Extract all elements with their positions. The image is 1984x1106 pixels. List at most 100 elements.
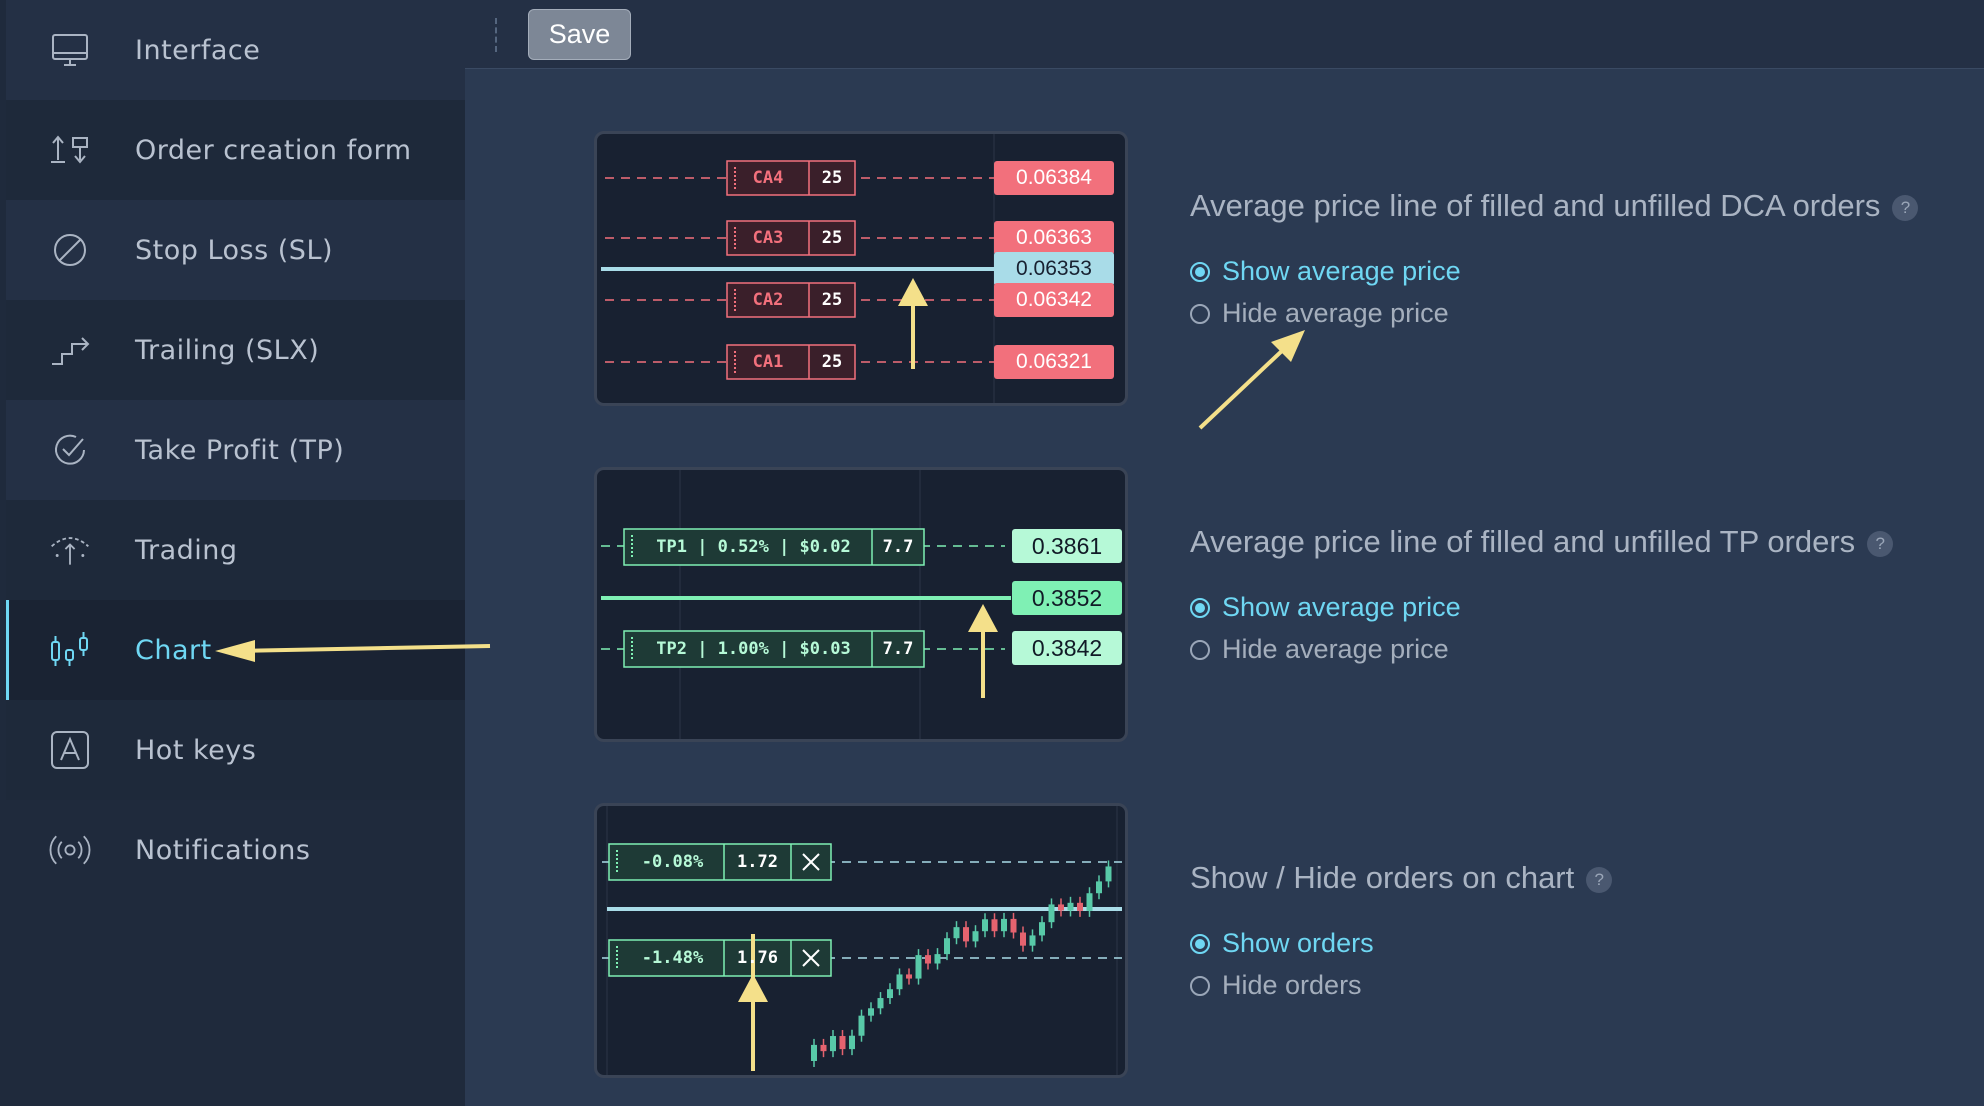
tp-avg-line-section-title: Average price line of filled and unfille…: [1190, 524, 1894, 560]
trailing-icon: [48, 328, 92, 372]
sidebar-item-stop-loss[interactable]: Stop Loss (SL): [6, 200, 465, 300]
candle-body: [1067, 902, 1074, 911]
candle-body: [1029, 935, 1036, 946]
radio-unselected-icon[interactable]: [1190, 303, 1210, 324]
candle-body: [1010, 918, 1017, 933]
cancel-order-icon[interactable]: [791, 844, 831, 880]
sidebar-item-label: Notifications: [135, 834, 311, 866]
section-title-text: Show / Hide orders on chart: [1190, 860, 1575, 895]
save-button[interactable]: Save: [528, 9, 631, 60]
dca-price-tag: 0.06342: [1016, 288, 1092, 311]
sidebar-item-take-profit[interactable]: Take Profit (TP): [6, 400, 465, 500]
dca-order-name: CA2: [752, 290, 784, 310]
tp-avg-price-tag: 0.3852: [1031, 585, 1103, 611]
candle-body: [1096, 881, 1102, 894]
sidebar-item-trading[interactable]: Trading: [6, 500, 465, 600]
candle-body: [839, 1036, 846, 1050]
section-title-text: Average price line of filled and unfille…: [1190, 524, 1856, 559]
help-icon[interactable]: ?: [1867, 530, 1894, 557]
hotkey-icon: [48, 728, 92, 772]
radio-selected-icon[interactable]: [1190, 597, 1210, 618]
tp-price-tag: 0.3861: [1031, 533, 1103, 559]
dca-order-name: CA3: [752, 228, 784, 248]
tp-preview-panel: TP1 | 0.52% | $0.02 7.7 TP2 | 1.00% | $0…: [594, 467, 1128, 742]
radio-unselected-icon[interactable]: [1190, 975, 1210, 996]
candle-body: [972, 931, 979, 942]
radio-selected-icon[interactable]: [1190, 261, 1210, 282]
section-title-text: Average price line of filled and unfille…: [1190, 188, 1881, 223]
monitor-icon: [48, 28, 92, 72]
orders-preview-panel: -0.08% 1.72 -1.48% 1.76: [594, 803, 1128, 1078]
candle-body: [858, 1015, 865, 1036]
help-icon[interactable]: ?: [1586, 866, 1613, 893]
candle-body: [1048, 904, 1055, 923]
candle-body: [830, 1036, 836, 1052]
sidebar-item-order-creation-form[interactable]: Order creation form: [6, 100, 465, 200]
toolbar: Save: [465, 0, 1984, 69]
candle-body: [877, 998, 884, 1009]
candle-body: [1077, 902, 1083, 911]
dca-avg-line-section-title: Average price line of filled and unfille…: [1190, 188, 1919, 224]
dca-order-qty: 25: [821, 228, 843, 248]
candle-body: [906, 974, 912, 979]
sidebar-item-label: Take Profit (TP): [135, 434, 345, 466]
candle-body: [1086, 893, 1093, 911]
tp-order-label: TP2 | 1.00% | $0.03: [656, 639, 851, 659]
chart-order-label: -1.48%: [641, 948, 704, 968]
cancel-order-icon[interactable]: [791, 940, 831, 976]
dca-order-qty: 25: [821, 168, 843, 188]
sidebar-item-notifications[interactable]: Notifications: [6, 800, 465, 900]
candle-body: [1058, 904, 1064, 911]
sidebar-item-label: Trailing (SLX): [135, 334, 320, 366]
chart-order-qty: 1.76: [737, 948, 778, 968]
take-profit-icon: [48, 428, 92, 472]
tp-hide-average-price-option[interactable]: Hide average price: [1190, 634, 1449, 665]
sidebar-item-label: Order creation form: [135, 134, 412, 166]
sidebar-item-label: Chart: [135, 634, 212, 666]
order-form-icon: [48, 128, 92, 172]
annotation-arrow-chart: [215, 640, 491, 662]
dca-order-name: CA4: [752, 168, 784, 188]
candle-body: [1020, 932, 1026, 946]
notification-icon: [48, 828, 92, 872]
help-icon[interactable]: ?: [1892, 194, 1919, 221]
orders-on-chart-section-title: Show / Hide orders on chart?: [1190, 860, 1613, 896]
radio-selected-icon[interactable]: [1190, 933, 1210, 954]
dca-hide-average-price-option[interactable]: Hide average price: [1190, 298, 1449, 329]
candle-body: [925, 955, 931, 964]
radio-label: Hide average price: [1222, 298, 1449, 328]
candle-body: [896, 974, 903, 990]
dca-preview-panel: CA4 25 CA3 25 CA2 25 CA1 25 0.06384 0.06…: [594, 131, 1128, 406]
sidebar-item-label: Stop Loss (SL): [135, 234, 334, 266]
sidebar-item-interface[interactable]: Interface: [6, 0, 465, 100]
sidebar-item-trailing[interactable]: Trailing (SLX): [6, 300, 465, 400]
dca-price-tag: 0.06321: [1016, 350, 1092, 373]
chart-order-qty: 1.72: [737, 852, 778, 872]
sidebar-item-hot-keys[interactable]: Hot keys: [6, 700, 465, 800]
sidebar-item-label: Interface: [135, 34, 261, 66]
radio-label: Show average price: [1222, 256, 1461, 286]
candle-body: [1105, 866, 1112, 882]
radio-label: Show orders: [1222, 928, 1374, 958]
dca-show-average-price-option[interactable]: Show average price: [1190, 256, 1461, 287]
dca-price-tag: 0.06363: [1016, 226, 1092, 249]
radio-unselected-icon[interactable]: [1190, 639, 1210, 660]
tp-price-tag: 0.3842: [1031, 635, 1103, 661]
hide-orders-option[interactable]: Hide orders: [1190, 970, 1362, 1001]
dca-order-qty: 25: [821, 290, 843, 310]
radio-label: Hide average price: [1222, 634, 1449, 664]
toolbar-separator: [495, 18, 497, 52]
show-orders-option[interactable]: Show orders: [1190, 928, 1374, 959]
candle-body: [887, 989, 893, 999]
tp-show-average-price-option[interactable]: Show average price: [1190, 592, 1461, 623]
chart-icon: [48, 628, 92, 672]
candle-body: [849, 1035, 855, 1050]
candle-body: [915, 955, 922, 979]
tp-order-qty: 7.7: [882, 639, 914, 659]
chart-order-label: -0.08%: [641, 852, 704, 872]
tp-order-label: TP1 | 0.52% | $0.02: [656, 537, 851, 557]
dca-order-name: CA1: [752, 352, 784, 372]
stop-loss-icon: [48, 228, 92, 272]
candle-body: [963, 927, 969, 942]
candle-body: [820, 1044, 827, 1052]
